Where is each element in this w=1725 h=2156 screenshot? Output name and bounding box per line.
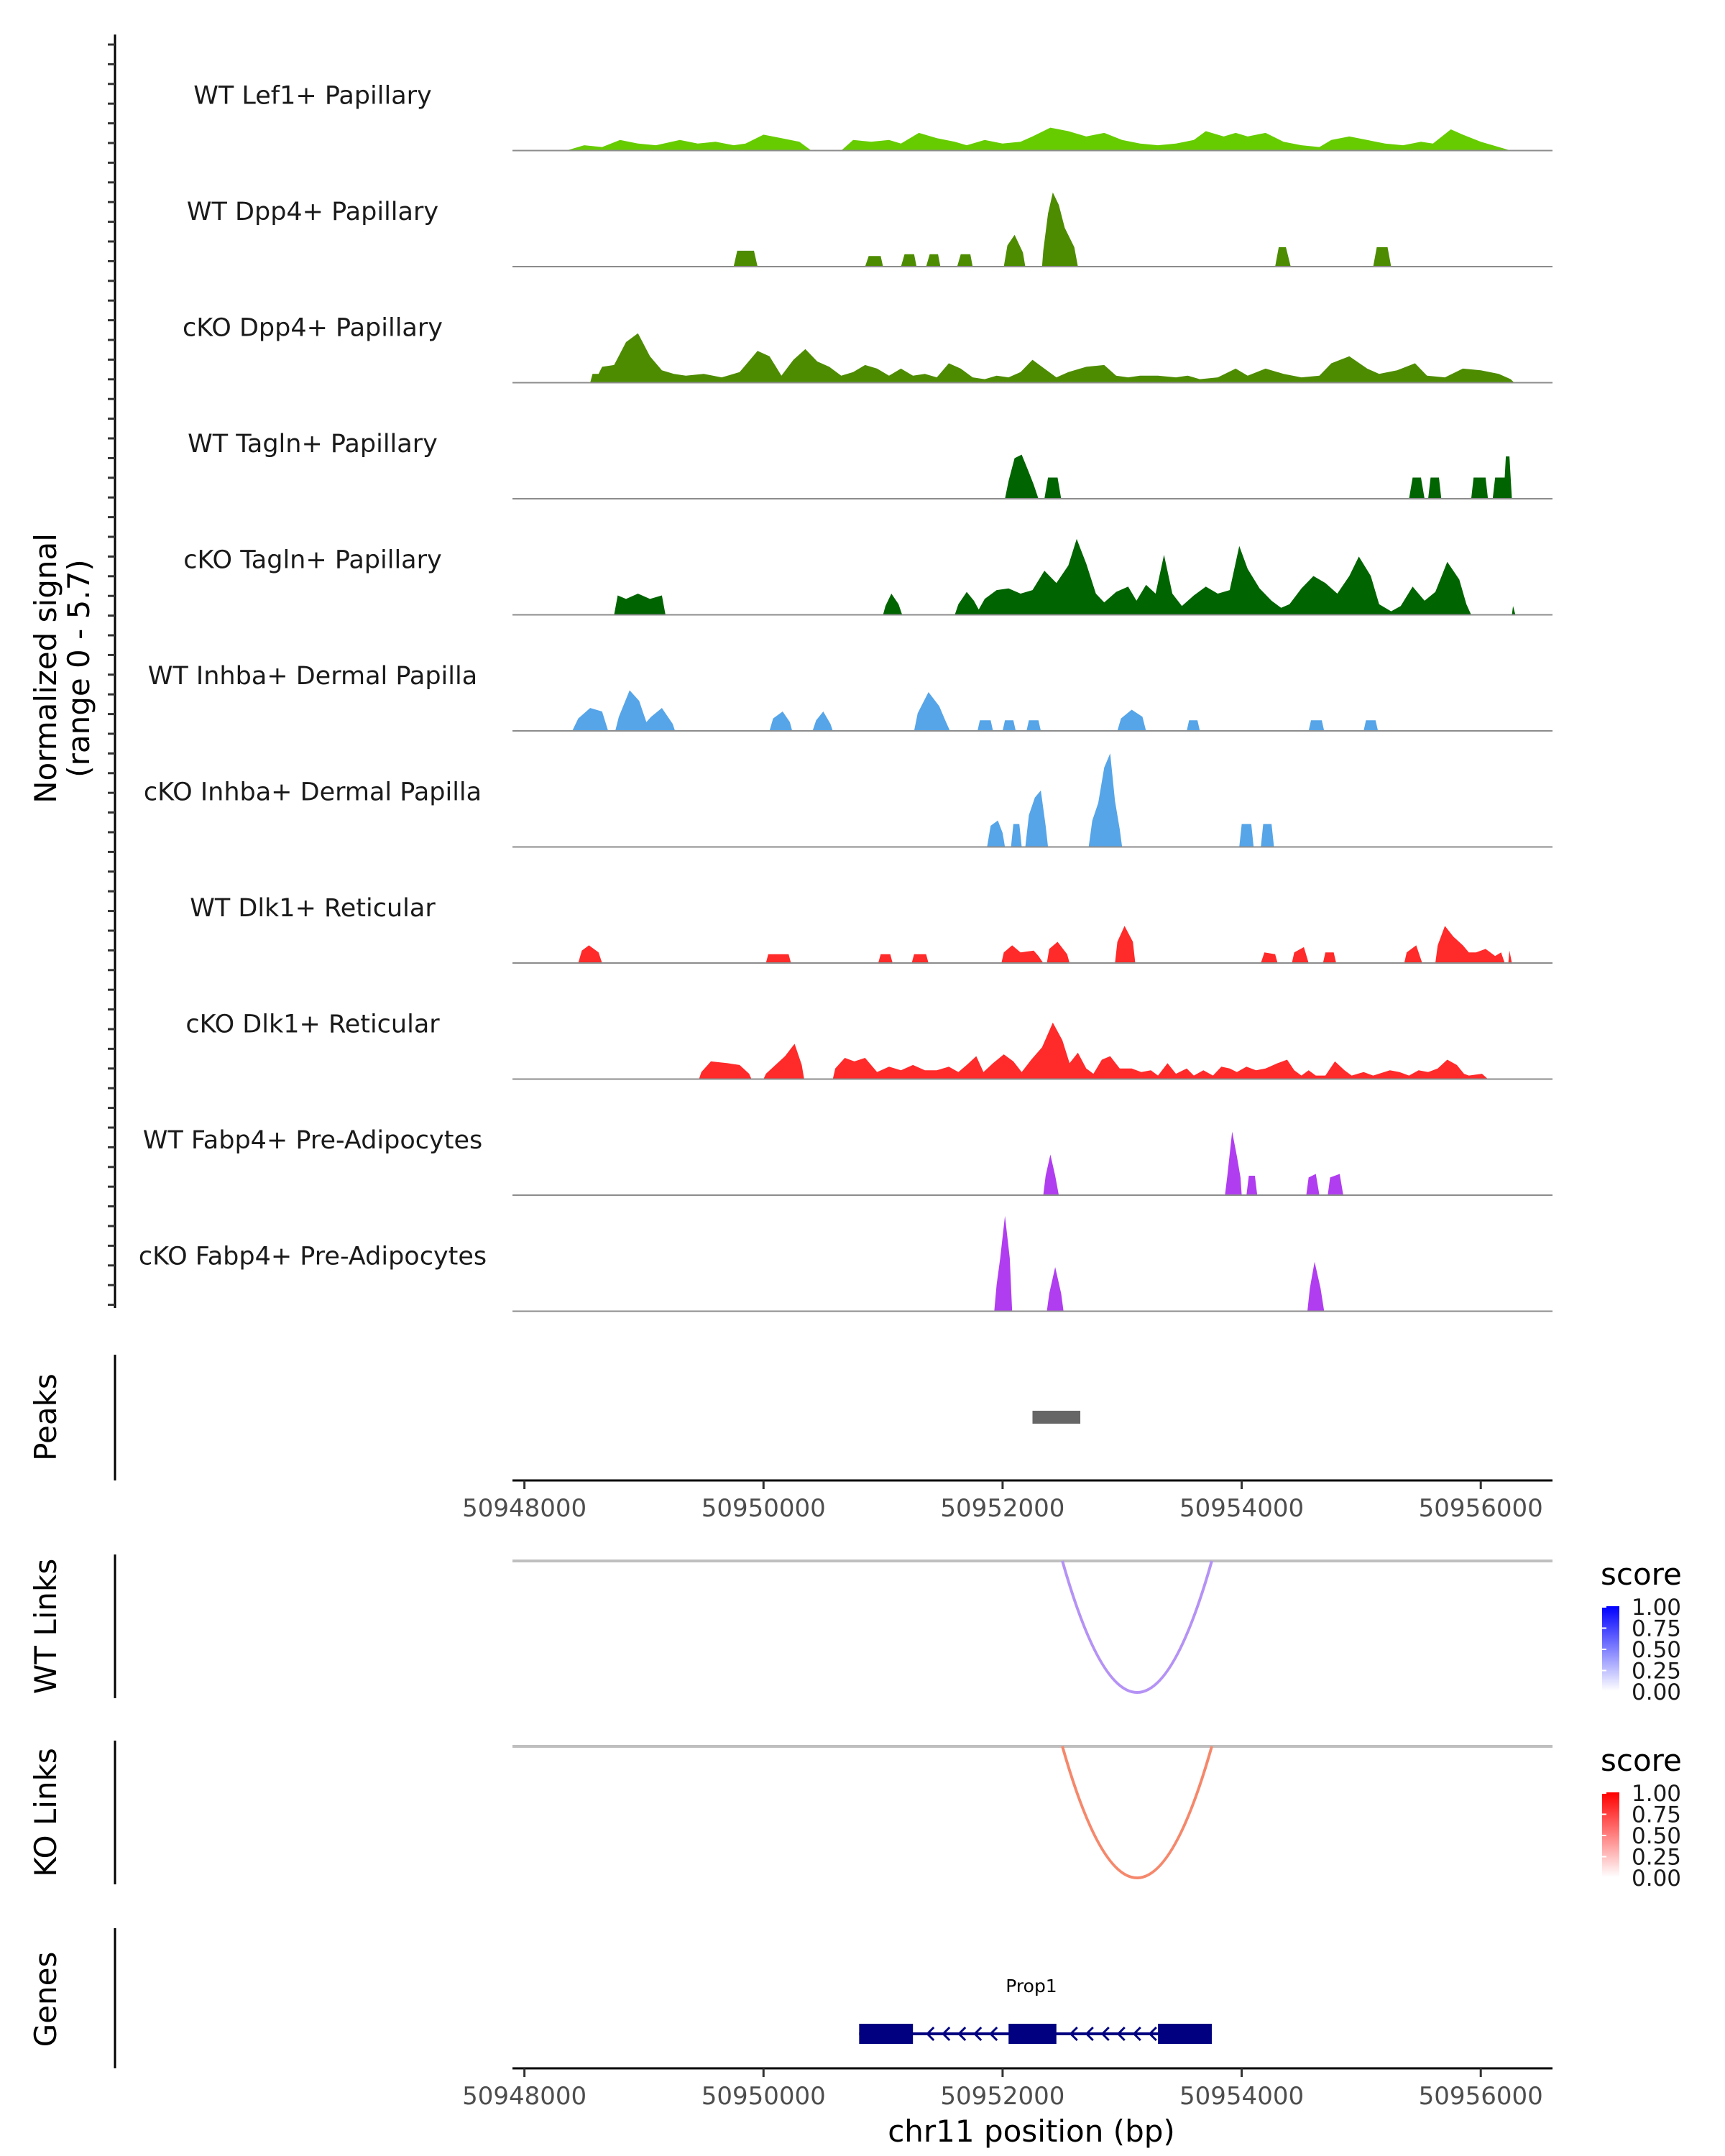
x-tick-label: 50952000 bbox=[940, 2082, 1064, 2111]
coverage-ylabel-line2: (range 0 - 5.7) bbox=[61, 559, 96, 778]
legend-tick-label: 0.75 bbox=[1632, 1802, 1681, 1828]
wt-legend-title: score bbox=[1601, 1557, 1682, 1592]
x-tick-label: 50950000 bbox=[702, 2082, 826, 2111]
strand-arrow bbox=[1085, 2026, 1094, 2042]
track-7: cKO Inhba+ Dermal Papilla bbox=[144, 753, 1552, 848]
track-4: WT Tagln+ Papillary bbox=[188, 430, 1552, 499]
coverage-area bbox=[699, 1022, 1489, 1079]
gene-model bbox=[859, 2024, 1212, 2044]
legend-tick-label: 1.00 bbox=[1632, 1595, 1681, 1621]
legend-tick-label: 0.25 bbox=[1632, 1845, 1681, 1871]
wt-links-label: WT Links bbox=[28, 1559, 63, 1694]
track-label: WT Tagln+ Papillary bbox=[188, 430, 438, 459]
x-tick-label: 50956000 bbox=[1419, 1494, 1543, 1523]
gene-exon bbox=[1158, 2024, 1212, 2044]
ko-links-legend: score 1.000.750.500.250.00 bbox=[1601, 1743, 1682, 1892]
track-label: WT Dpp4+ Papillary bbox=[187, 198, 438, 226]
peaks-panel: Peaks 50948000 50950000 50952000 50954000 50… bbox=[28, 1355, 1552, 1523]
strand-arrow bbox=[1100, 2026, 1110, 2042]
x-tick-label: 50950000 bbox=[702, 1494, 826, 1523]
x-axis-title: chr11 position (bp) bbox=[888, 2114, 1175, 2149]
track-9: cKO Dlk1+ Reticular bbox=[185, 1010, 1552, 1080]
legend-tick-label: 0.75 bbox=[1632, 1616, 1681, 1642]
strand-arrow bbox=[957, 2026, 967, 2042]
ko-links-label: KO Links bbox=[28, 1748, 63, 1877]
wt-link-arc bbox=[1061, 1560, 1213, 1694]
track-label: cKO Dlk1+ Reticular bbox=[185, 1010, 440, 1039]
coverage-area bbox=[1005, 454, 1512, 499]
track-11: cKO Fabp4+ Pre-Adipocytes bbox=[139, 1215, 1552, 1312]
track-label: cKO Inhba+ Dermal Papilla bbox=[144, 778, 482, 807]
strand-arrow bbox=[1116, 2026, 1126, 2042]
strand-arrow bbox=[989, 2026, 998, 2042]
track-label: cKO Dpp4+ Papillary bbox=[183, 314, 443, 343]
coverage-area bbox=[614, 538, 1516, 615]
strand-arrow bbox=[1069, 2026, 1078, 2042]
x-tick-label: 50952000 bbox=[940, 1494, 1064, 1523]
x-tick-label: 50956000 bbox=[1419, 2082, 1543, 2111]
track-label: WT Inhba+ Dermal Papilla bbox=[148, 662, 477, 691]
legend-tick-label: 0.00 bbox=[1632, 1680, 1681, 1705]
gene-exon bbox=[859, 2024, 914, 2044]
strand-arrow bbox=[1132, 2026, 1141, 2042]
coverage-area bbox=[987, 753, 1274, 847]
coverage-area bbox=[1043, 1131, 1343, 1195]
x-tick-label: 50954000 bbox=[1179, 1494, 1304, 1523]
track-label: WT Fabp4+ Pre-Adipocytes bbox=[143, 1126, 482, 1155]
track-2: WT Dpp4+ Papillary bbox=[187, 192, 1552, 267]
x-tick-label: 50954000 bbox=[1179, 2082, 1304, 2111]
ko-legend-title: score bbox=[1601, 1743, 1682, 1778]
peaks-label: Peaks bbox=[28, 1373, 63, 1461]
track-1: WT Lef1+ Papillary bbox=[193, 82, 1552, 152]
ko-legend-ticks: 1.000.750.500.250.00 bbox=[1602, 1781, 1681, 1892]
wt-links-panel: WT Links score 1.000.750.500.250.00 bbox=[28, 1554, 1682, 1705]
genes-label: Genes bbox=[28, 1952, 63, 2047]
x-tick-label: 50948000 bbox=[462, 2082, 586, 2111]
peak-region bbox=[1032, 1411, 1081, 1424]
track-8: WT Dlk1+ Reticular bbox=[190, 894, 1552, 964]
legend-tick-label: 1.00 bbox=[1632, 1781, 1681, 1807]
coverage-panel: Normalized signal (range 0 - 5.7) WT Lef… bbox=[28, 34, 1552, 1312]
gene-exon bbox=[1008, 2024, 1057, 2044]
peaks-regions bbox=[1032, 1411, 1081, 1424]
genes-x-axis: 50948000 50950000 50952000 50954000 50956000 bbox=[462, 2068, 1543, 2111]
peaks-x-axis: 50948000 50950000 50952000 50954000 50956000 bbox=[462, 1480, 1543, 1523]
coverage-area bbox=[578, 926, 1512, 963]
genes-panel: Genes Prop1 50948000 50950000 50952000 5095… bbox=[28, 1928, 1552, 2149]
coverage-area bbox=[590, 333, 1514, 383]
legend-tick-label: 0.25 bbox=[1632, 1659, 1681, 1685]
legend-tick-label: 0.50 bbox=[1632, 1823, 1681, 1849]
x-tick-label: 50948000 bbox=[462, 1494, 586, 1523]
strand-arrow bbox=[926, 2026, 935, 2042]
track-3: cKO Dpp4+ Papillary bbox=[183, 314, 1552, 384]
wt-links-legend: score 1.000.750.500.250.00 bbox=[1601, 1557, 1682, 1705]
coverage-area bbox=[572, 690, 1379, 731]
track-5: cKO Tagln+ Papillary bbox=[183, 538, 1552, 616]
strand-arrow bbox=[1148, 2026, 1157, 2042]
strand-arrow bbox=[973, 2026, 983, 2042]
legend-tick-label: 0.50 bbox=[1632, 1637, 1681, 1663]
strand-arrow bbox=[942, 2026, 951, 2042]
coverage-area bbox=[733, 192, 1392, 267]
track-label: cKO Tagln+ Papillary bbox=[183, 546, 442, 575]
track-label: WT Dlk1+ Reticular bbox=[190, 894, 436, 923]
coverage-ylabel-line1: Normalized signal bbox=[28, 533, 63, 803]
coverage-tracks: WT Lef1+ Papillary WT Dpp4+ Papillary cKO … bbox=[139, 82, 1552, 1312]
track-label: WT Lef1+ Papillary bbox=[193, 82, 432, 111]
legend-tick-label: 0.00 bbox=[1632, 1866, 1681, 1892]
ko-link-arc bbox=[1061, 1746, 1213, 1879]
gene-name-label: Prop1 bbox=[1006, 1976, 1057, 1996]
coverage-area bbox=[566, 127, 1511, 151]
ko-links-panel: KO Links score 1.000.750.500.250.00 bbox=[28, 1741, 1682, 1892]
track-10: WT Fabp4+ Pre-Adipocytes bbox=[143, 1126, 1552, 1196]
wt-legend-ticks: 1.000.750.500.250.00 bbox=[1602, 1595, 1681, 1705]
coverage-y-ticks bbox=[108, 43, 115, 1307]
track-label: cKO Fabp4+ Pre-Adipocytes bbox=[139, 1243, 487, 1271]
track-6: WT Inhba+ Dermal Papilla bbox=[148, 662, 1552, 732]
